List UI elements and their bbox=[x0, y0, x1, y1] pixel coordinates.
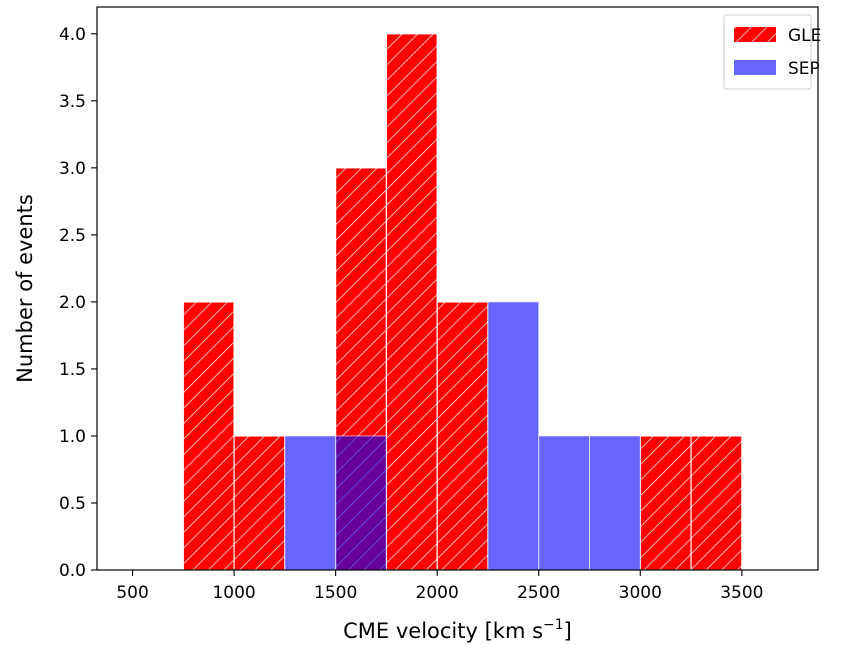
y-tick-label: 2.0 bbox=[59, 293, 86, 313]
y-axis-label: Number of events bbox=[13, 194, 37, 383]
x-tick-label: 3000 bbox=[619, 583, 662, 603]
legend-swatch-gle-hatch bbox=[734, 27, 776, 42]
gle-bar-hatch bbox=[639, 435, 692, 571]
legend-label-gle: GLE bbox=[788, 26, 821, 46]
sep-bar bbox=[538, 435, 591, 571]
y-axis: 0.0 0.5 1.0 1.5 2.0 2.5 3.0 3.5 4.0 bbox=[59, 25, 97, 581]
y-tick-label: 0.0 bbox=[59, 561, 86, 581]
sep-series bbox=[284, 301, 641, 571]
x-axis-label-superscript: −1 bbox=[543, 617, 564, 633]
x-axis-label-close: ] bbox=[564, 619, 572, 643]
x-tick-label: 500 bbox=[116, 583, 148, 603]
x-tick-label: 1000 bbox=[212, 583, 255, 603]
y-tick-label: 1.5 bbox=[59, 360, 86, 380]
x-tick-label: 3500 bbox=[720, 583, 763, 603]
gle-bar-hatch bbox=[233, 435, 286, 571]
y-tick-label: 0.5 bbox=[59, 494, 86, 514]
x-tick-label: 1500 bbox=[314, 583, 357, 603]
y-tick-label: 1.0 bbox=[59, 427, 86, 447]
gle-bar-hatch bbox=[385, 33, 438, 571]
gle-bar-hatch bbox=[436, 301, 489, 571]
x-tick-label: 2500 bbox=[517, 583, 560, 603]
gle-bar-hatch bbox=[690, 435, 743, 571]
y-tick-label: 3.5 bbox=[59, 92, 86, 112]
legend-label-sep: SEP bbox=[788, 59, 820, 79]
y-tick-label: 3.0 bbox=[59, 159, 86, 179]
y-tick-label: 4.0 bbox=[59, 25, 86, 45]
sep-bar bbox=[589, 435, 641, 571]
legend: GLE SEP bbox=[723, 14, 821, 90]
x-axis-label: CME velocity [km s−1] bbox=[343, 617, 572, 643]
gle-series bbox=[182, 33, 743, 571]
legend-swatch-sep bbox=[734, 60, 776, 75]
x-axis-label-main: CME velocity [km s bbox=[343, 619, 543, 643]
x-tick-label: 2000 bbox=[416, 583, 459, 603]
axes-frame bbox=[96, 6, 819, 571]
y-tick-label: 2.5 bbox=[59, 226, 86, 246]
gle-bar-hatch bbox=[182, 301, 235, 571]
sep-bar bbox=[335, 435, 387, 571]
sep-bar bbox=[284, 435, 337, 571]
x-axis: 500 1000 1500 2000 2500 3000 3500 bbox=[116, 570, 763, 603]
sep-bar bbox=[487, 301, 540, 571]
